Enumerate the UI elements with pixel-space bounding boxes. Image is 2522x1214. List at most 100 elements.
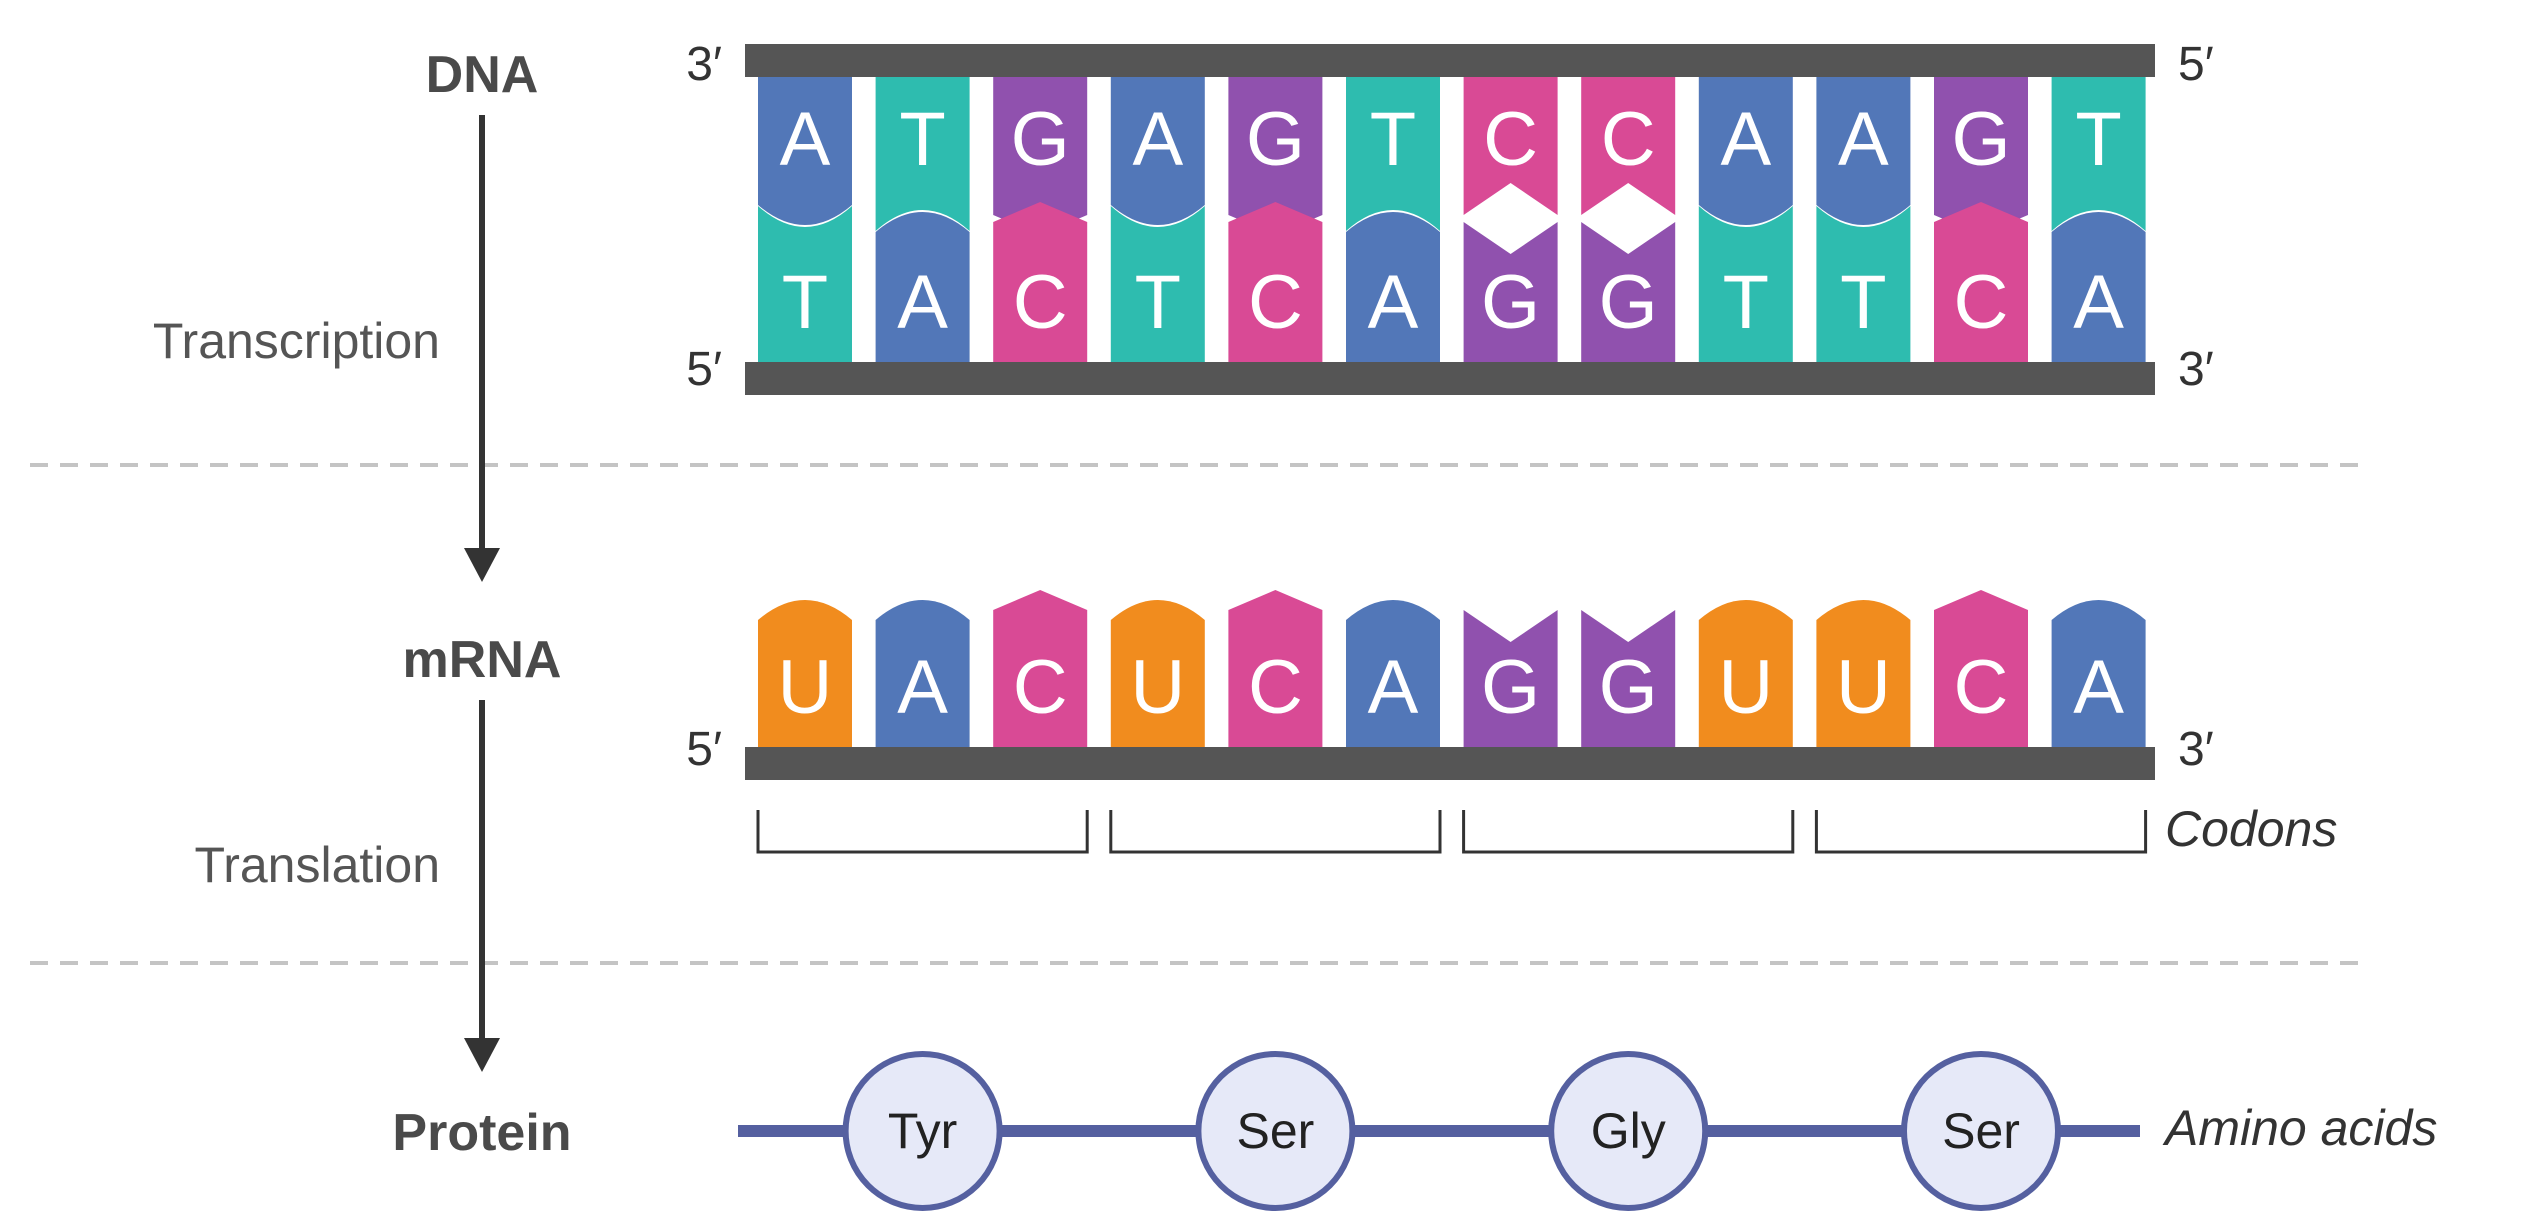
nucleotide-letter: G [1011, 97, 1070, 182]
mrna-backbone [745, 747, 2155, 780]
nucleotide-letter: T [1370, 97, 1416, 182]
nucleotide-cytosine [1581, 77, 1676, 215]
down-arrow-icon [464, 700, 500, 1072]
nucleotide-letter: U [1836, 645, 1891, 730]
nucleotide-letter: C [1013, 260, 1068, 345]
nucleotide-adenine [1816, 77, 1911, 225]
mrna-right-end: 3′ [2178, 723, 2214, 776]
nucleotide-letter: C [1954, 260, 2009, 345]
nucleotide-thymine [1346, 77, 1440, 231]
nucleotide-adenine [875, 212, 970, 362]
nucleotide-letter: T [1840, 260, 1886, 345]
nucleotide-letter: C [1601, 97, 1656, 182]
amino-acid-label: Ser [1236, 1103, 1314, 1159]
nucleotide-uracil [1698, 600, 1793, 747]
nucleotide-letter: G [1951, 97, 2010, 182]
dna-top-left-end: 3′ [686, 38, 722, 91]
nucleotide-letter: T [2075, 97, 2121, 182]
nucleotide-thymine [758, 206, 852, 362]
stage-label-protein: Protein [392, 1104, 571, 1162]
mrna-left-end: 5′ [686, 723, 722, 776]
amino-acid-label: Tyr [888, 1103, 957, 1159]
nucleotide-letter: T [1723, 260, 1769, 345]
nucleotide-adenine [2051, 600, 2146, 747]
stage-label-dna: DNA [426, 46, 539, 104]
nucleotide-letter: A [897, 645, 948, 730]
dna-top-right-end: 5′ [2178, 38, 2214, 91]
nucleotide-guanine [1581, 610, 1676, 747]
nucleotide-letter: A [1368, 645, 1419, 730]
amino-acid-chain: Tyr Ser Gly Ser [842, 1051, 2061, 1211]
amino-acid-label: Ser [1942, 1103, 2020, 1159]
codons-label: Codons [2165, 801, 2337, 857]
process-label-translation: Translation [195, 837, 440, 893]
nucleotide-adenine [875, 600, 970, 747]
nucleotide-letter: G [1481, 645, 1540, 730]
nucleotide-letter: A [1132, 97, 1183, 182]
nucleotide-letter: U [1130, 645, 1185, 730]
nucleotide-guanine [1463, 222, 1558, 362]
nucleotide-cytosine [1228, 590, 1323, 747]
nucleotide-letter: A [1838, 97, 1889, 182]
amino-acid-label: Gly [1591, 1103, 1666, 1159]
nucleotide-uracil [1110, 600, 1205, 747]
amino-acid-circle [1548, 1051, 1709, 1211]
nucleotide-adenine [2051, 212, 2146, 362]
nucleotide-cytosine [1463, 77, 1558, 215]
nucleotide-letter: G [1599, 260, 1658, 345]
nucleotide-adenine [1698, 77, 1793, 225]
down-arrow-icon [464, 115, 500, 582]
nucleotide-adenine [1110, 77, 1205, 225]
nucleotide-letter: G [1246, 97, 1305, 182]
nucleotide-letter: C [1483, 97, 1538, 182]
stage-label-mrna: mRNA [403, 631, 562, 689]
nucleotide-thymine [875, 77, 970, 231]
nucleotide-letter: A [2073, 260, 2124, 345]
nucleotide-letter: G [1481, 260, 1540, 345]
nucleotide-letter: T [899, 97, 945, 182]
nucleotide-guanine [1463, 610, 1558, 747]
nucleotide-letter: A [780, 97, 831, 182]
nucleotide-letter: C [1013, 645, 1068, 730]
dna-top-backbone [745, 44, 2155, 77]
nucleotide-adenine [1346, 600, 1440, 747]
nucleotide-guanine [993, 77, 1088, 235]
nucleotide-guanine [1934, 77, 2028, 235]
nucleotide-uracil [758, 600, 852, 747]
nucleotide-cytosine [1934, 590, 2028, 747]
nucleotide-letter: A [1368, 260, 1419, 345]
nucleotide-letter: C [1248, 260, 1303, 345]
nucleotide-thymine [1698, 206, 1793, 362]
nucleotide-uracil [1816, 600, 1911, 747]
nucleotide-letter: T [782, 260, 828, 345]
nucleotide-letter: A [897, 260, 948, 345]
bracket-icon [1462, 810, 1795, 854]
nucleotide-cytosine [993, 590, 1088, 747]
nucleotide-letter: C [1248, 645, 1303, 730]
bracket-icon [1109, 810, 1442, 854]
nucleotide-adenine [758, 77, 852, 225]
amino-acid-circle [1195, 1051, 1356, 1211]
nucleotide-letter: T [1135, 260, 1181, 345]
dna-bottom-left-end: 5′ [686, 343, 722, 396]
amino-acid-circle [1901, 1051, 2061, 1211]
dna-bottom-right-end: 3′ [2178, 343, 2214, 396]
bracket-icon [1814, 810, 2148, 854]
nucleotide-letter: A [2073, 645, 2124, 730]
process-label-transcription: Transcription [153, 313, 440, 369]
nucleotide-letter: G [1599, 645, 1658, 730]
nucleotide-letter: U [778, 645, 833, 730]
nucleotide-guanine [1581, 222, 1676, 362]
nucleotide-thymine [1110, 206, 1205, 362]
codon-brackets [756, 810, 2148, 854]
nucleotide-cytosine [1934, 202, 2028, 362]
nucleotide-cytosine [993, 202, 1088, 362]
nucleotide-letter: C [1954, 645, 2009, 730]
nucleotide-letter: U [1718, 645, 1773, 730]
dna-bottom-backbone [745, 362, 2155, 395]
nucleotide-guanine [1228, 77, 1323, 235]
amino-acid-circle [842, 1051, 1003, 1211]
